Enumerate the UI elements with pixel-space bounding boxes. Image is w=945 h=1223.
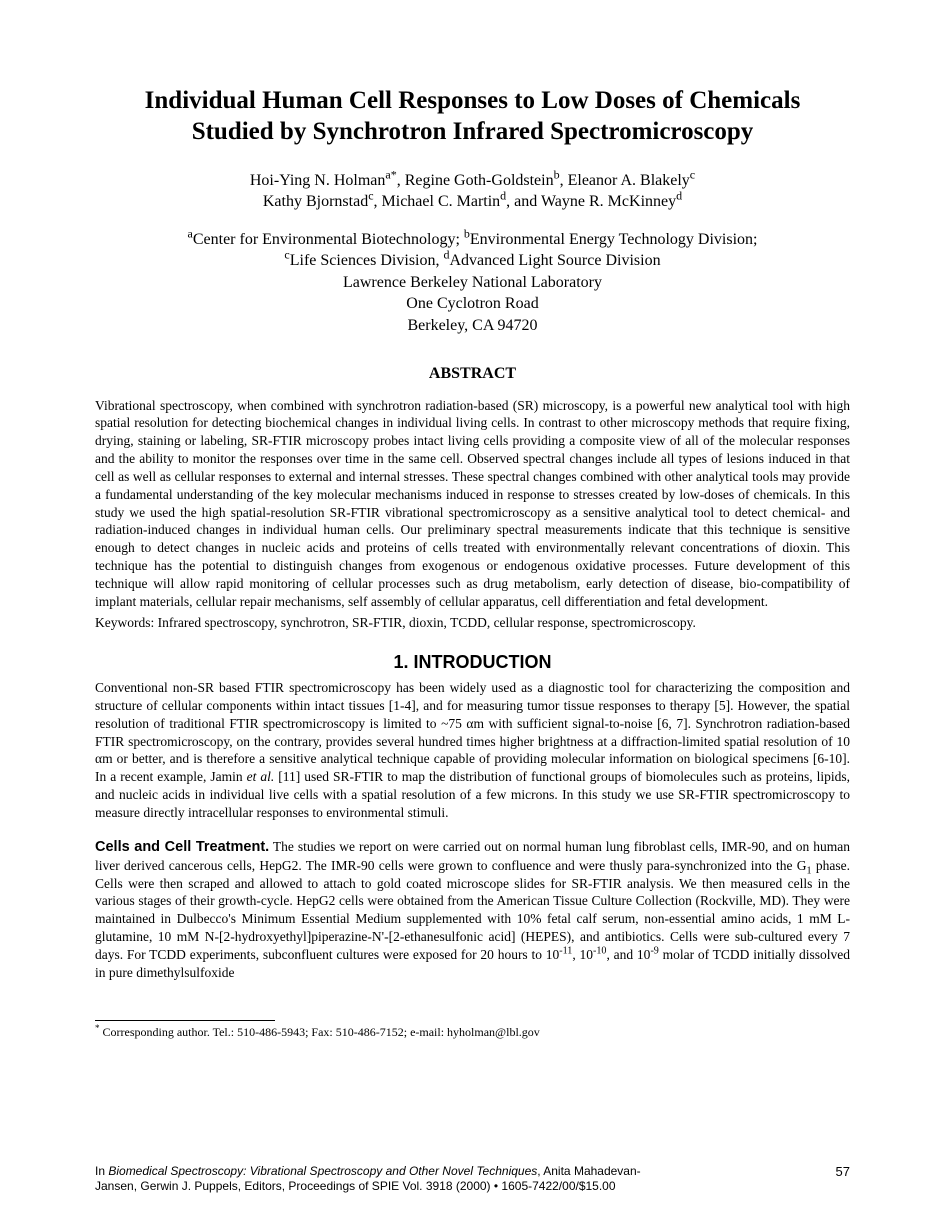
title-line-2: Studied by Synchrotron Infrared Spectrom… — [192, 118, 754, 145]
authors-line-2: Kathy Bjornstadc, Michael C. Martind, an… — [263, 193, 682, 210]
paper-title: Individual Human Cell Responses to Low D… — [95, 85, 850, 148]
cells-subsection: Cells and Cell Treatment. The studies we… — [95, 838, 850, 982]
affil-line-5: Berkeley, CA 94720 — [407, 317, 537, 334]
page-number: 57 — [836, 1164, 850, 1181]
authors-line-1: Hoi-Ying N. Holmana*, Regine Goth-Goldst… — [250, 172, 695, 189]
footer-line-2: Jansen, Gerwin J. Puppels, Editors, Proc… — [95, 1179, 616, 1193]
footer-line-1: In Biomedical Spectroscopy: Vibrational … — [95, 1164, 641, 1178]
affil-line-3: Lawrence Berkeley National Laboratory — [343, 274, 602, 291]
abstract-heading: ABSTRACT — [95, 365, 850, 383]
subsection-title: Cells and Cell Treatment. — [95, 839, 269, 855]
affil-line-4: One Cyclotron Road — [406, 295, 538, 312]
page-footer: In Biomedical Spectroscopy: Vibrational … — [95, 1164, 850, 1195]
keywords-line: Keywords: Infrared spectroscopy, synchro… — [95, 614, 850, 632]
introduction-paragraph: Conventional non-SR based FTIR spectromi… — [95, 679, 850, 822]
title-line-1: Individual Human Cell Responses to Low D… — [145, 87, 801, 114]
section-1-heading: 1. INTRODUCTION — [95, 652, 850, 673]
footnote-rule — [95, 1020, 275, 1021]
subsection-body: The studies we report on were carried ou… — [95, 839, 850, 980]
authors-block: Hoi-Ying N. Holmana*, Regine Goth-Goldst… — [95, 170, 850, 213]
abstract-body: Vibrational spectroscopy, when combined … — [95, 397, 850, 611]
corresponding-author-footnote: * Corresponding author. Tel.: 510-486-59… — [95, 1025, 850, 1041]
affil-line-1: aCenter for Environmental Biotechnology;… — [188, 231, 758, 248]
affiliations-block: aCenter for Environmental Biotechnology;… — [95, 229, 850, 337]
affil-line-2: cLife Sciences Division, dAdvanced Light… — [284, 252, 660, 269]
footer-citation: In Biomedical Spectroscopy: Vibrational … — [95, 1164, 759, 1195]
